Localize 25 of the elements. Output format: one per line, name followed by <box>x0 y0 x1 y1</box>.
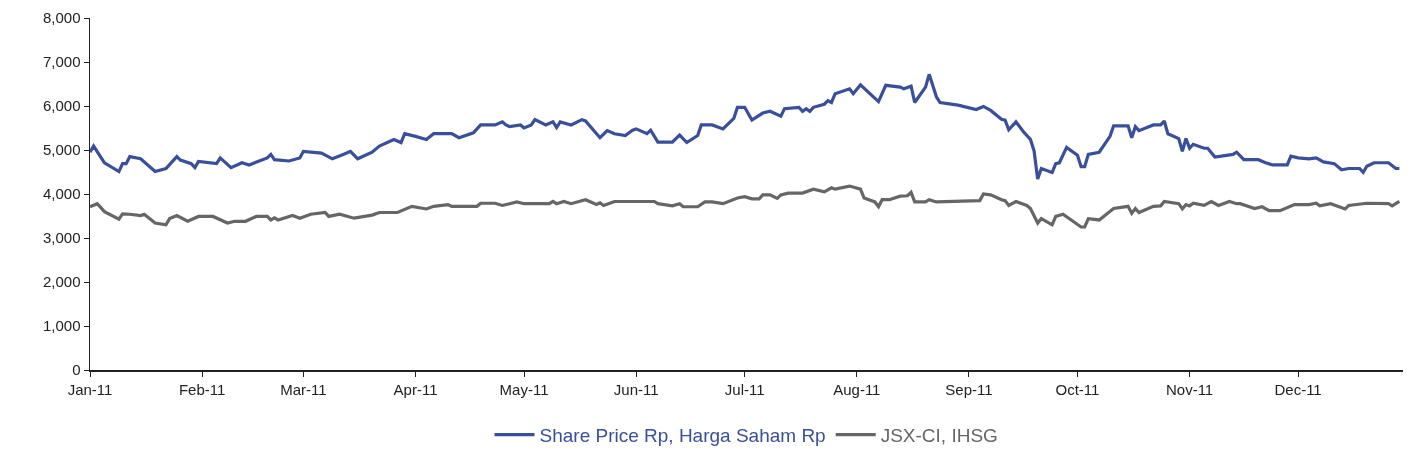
legend-label: Share Price Rp, Harga Saham Rp <box>539 425 826 447</box>
x-tick-label: Mar-11 <box>280 380 327 398</box>
x-tick-label: Apr-11 <box>393 380 438 398</box>
x-tick-label: Aug-11 <box>833 380 881 398</box>
legend-label: JSX-CI, IHSG <box>880 425 998 447</box>
x-tick-label: Nov-11 <box>1165 380 1214 398</box>
y-tick-label: 0 <box>72 361 81 379</box>
y-tick-label: 3,000 <box>42 229 81 247</box>
x-tick-label: Jun-11 <box>613 380 659 398</box>
y-tick-label: 7,000 <box>42 53 81 71</box>
y-tick-label: 6,000 <box>42 97 81 115</box>
x-tick-label: Feb-11 <box>178 380 226 398</box>
y-tick-label: 8,000 <box>42 9 81 27</box>
x-tick-label: Sep-11 <box>945 380 993 398</box>
x-tick-label: Oct-11 <box>1055 380 1100 398</box>
y-tick-label: 4,000 <box>42 185 81 203</box>
x-tick-label: Jan-11 <box>67 380 113 398</box>
y-tick-label: 1,000 <box>42 317 81 335</box>
y-tick-label: 2,000 <box>42 273 81 291</box>
x-tick-label: Dec-11 <box>1274 380 1322 398</box>
line-series <box>90 72 1401 181</box>
line-series <box>90 184 1401 229</box>
y-tick-label: 5,000 <box>42 141 81 159</box>
x-tick-label: Jul-11 <box>724 380 765 398</box>
x-tick-label: May-11 <box>499 380 549 398</box>
